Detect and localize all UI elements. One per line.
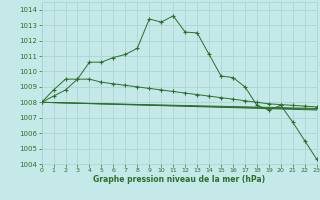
X-axis label: Graphe pression niveau de la mer (hPa): Graphe pression niveau de la mer (hPa) (93, 175, 265, 184)
